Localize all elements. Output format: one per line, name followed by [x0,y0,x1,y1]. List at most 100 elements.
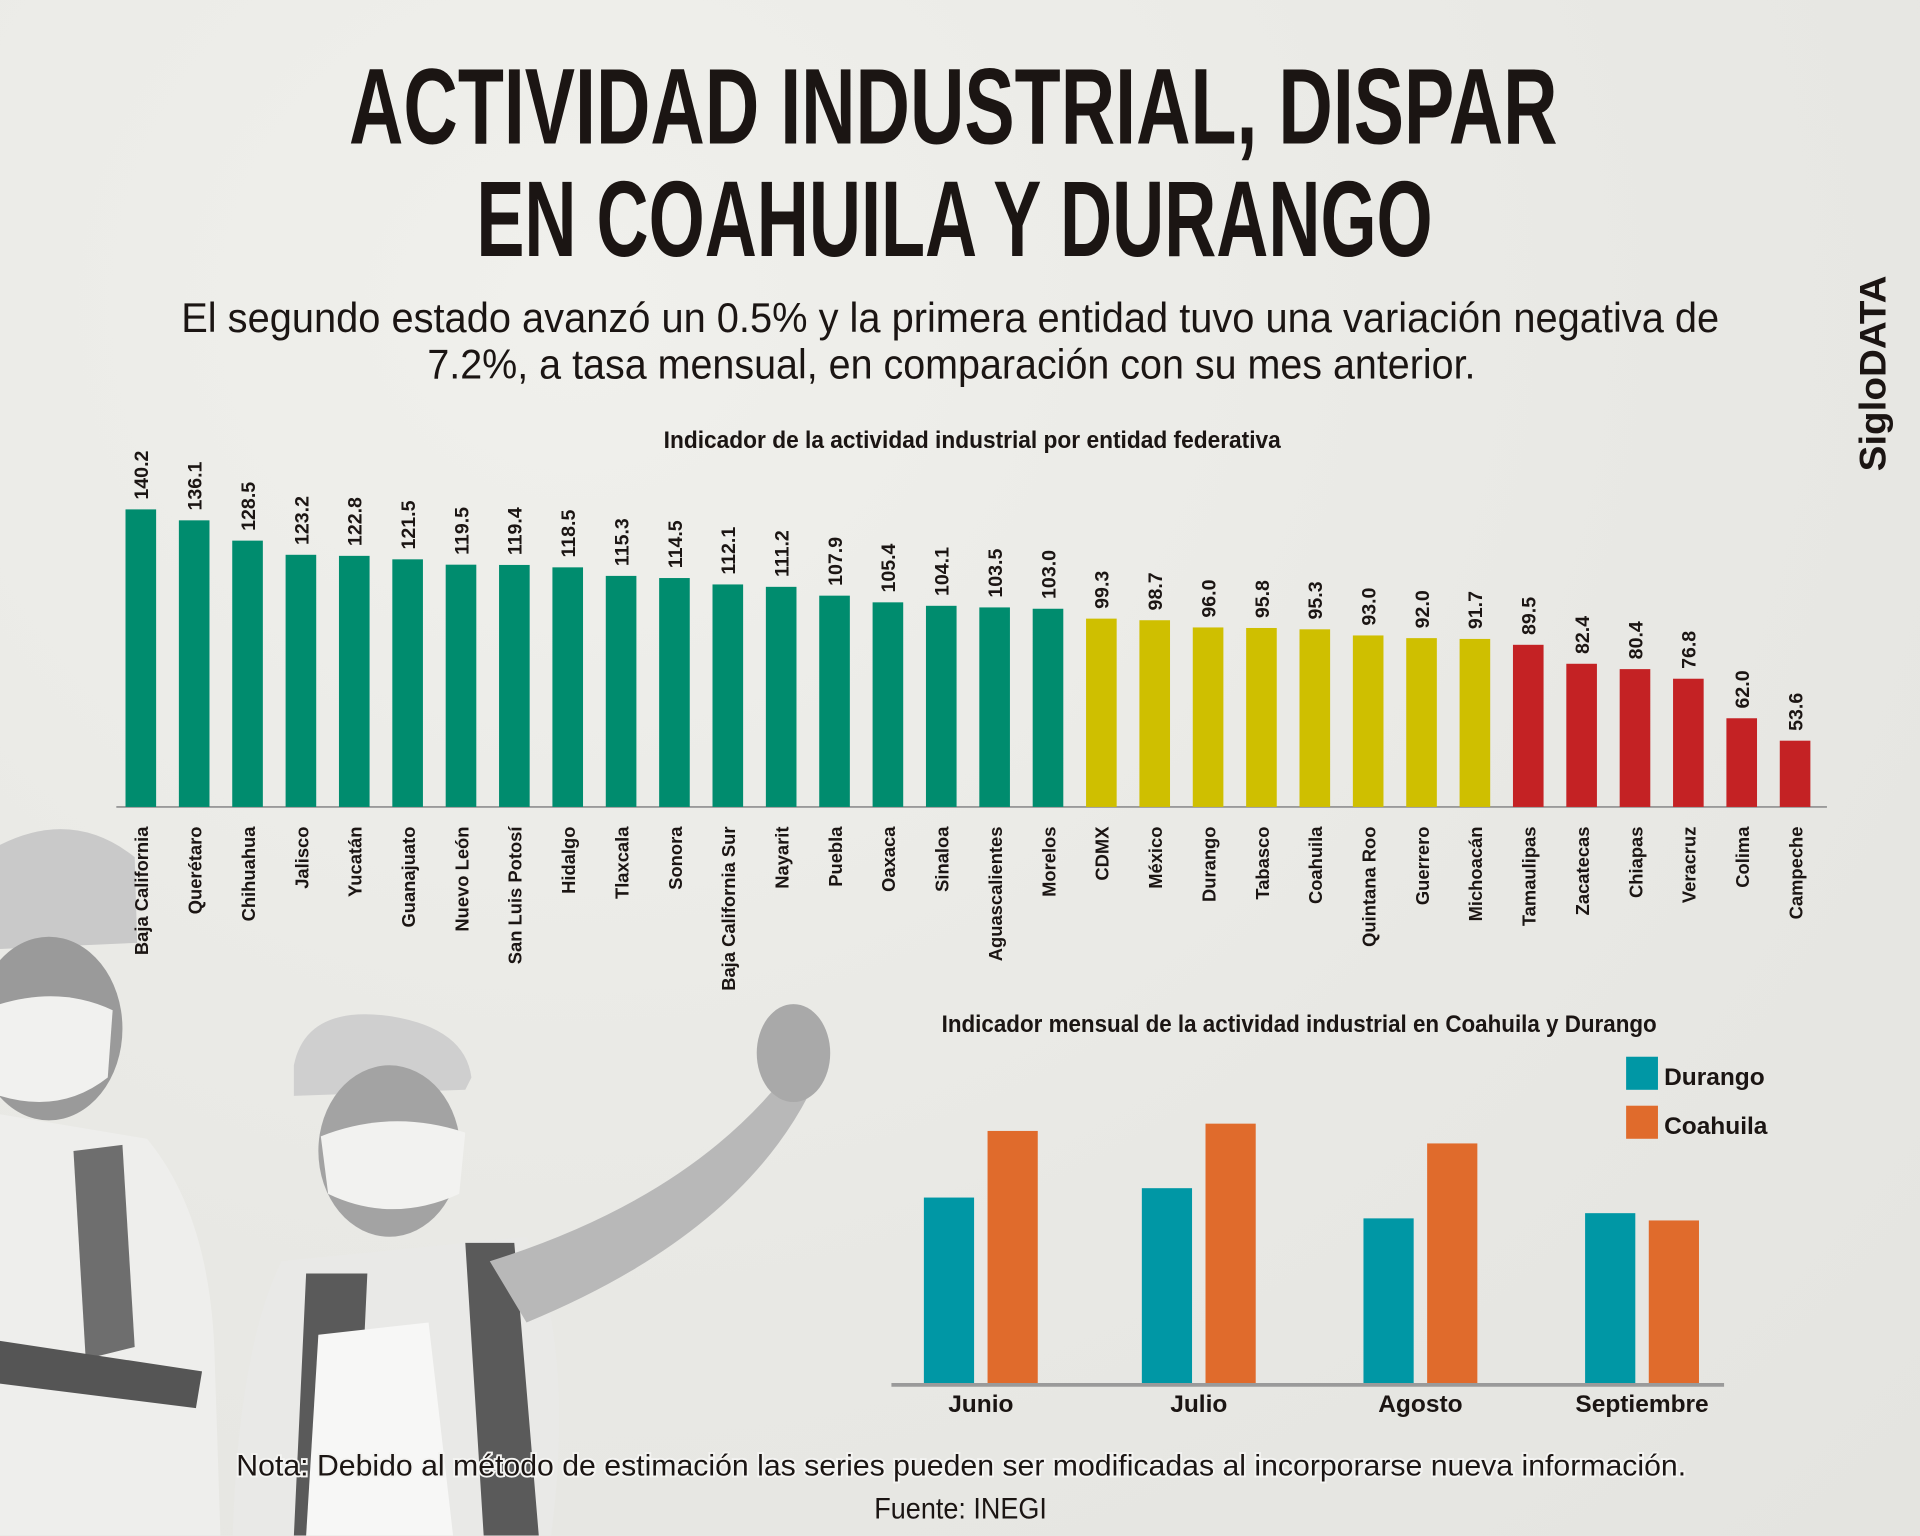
bar-Coahuila-Agosto [1427,1143,1478,1385]
category-label: Yucatán [345,827,366,897]
data-label: 111.2 [772,530,794,577]
data-label: 103.0 [1038,550,1060,599]
data-label: 121.5 [398,500,420,549]
data-label: 62.0 [1732,670,1754,708]
data-label: 104.1 [932,547,954,596]
category-label: Tlaxcala [611,826,632,899]
category-label: México [1145,827,1166,889]
bar-Coahuila-Septiembre [1648,1220,1699,1385]
bar-Baja California [125,509,157,807]
bar-Tamaulipas [1512,644,1544,807]
legend-label-Durango: Durango [1664,1064,1765,1091]
bar-Yucatán [338,555,370,807]
bar-Chihuahua [232,540,263,807]
data-label: 76.8 [1679,631,1701,669]
month-label: Junio [948,1391,1013,1418]
category-label: Aguascalientes [985,827,1006,962]
bar-Quintana Roo [1352,635,1384,807]
bar-Jalisco [285,554,317,807]
category-label: Querétaro [185,827,206,915]
bar-México [1139,620,1171,807]
bar-Tlaxcala [605,575,637,807]
chart2-title: Indicador mensual de la actividad indust… [942,1011,1657,1038]
category-label: Guerrero [1412,827,1433,906]
legend-swatch-Durango [1626,1056,1658,1090]
bar-Chiapas [1619,669,1651,807]
bar-Campeche [1779,740,1811,807]
category-label: Sinaloa [932,826,953,892]
subtitle-line1: El segundo estado avanzó un 0.5% y la pr… [181,294,1719,341]
category-label: Puebla [825,826,846,887]
brand-logo: SigloDATA [1853,276,1894,472]
bar-Guanajuato [392,559,423,807]
bar-Durango-Julio [1141,1188,1193,1385]
footnote: Nota: Debido al método de estimación las… [236,1450,1686,1483]
bar-Morelos [1032,608,1064,807]
category-label: Sonora [665,826,686,890]
month-label: Septiembre [1575,1391,1708,1418]
category-label: Guanajuato [398,827,419,928]
monthly-bar-chart: Junio Julio Agosto Septiembre Durango Coahuil… [891,1056,1768,1418]
bar-Zacatecas [1566,663,1597,807]
bar-San Luis Potosí [499,564,530,807]
legend-label-Coahuila: Coahuila [1664,1113,1768,1140]
bar-Sinaloa [925,605,957,807]
data-label: 82.4 [1572,616,1594,654]
month-label: Agosto [1378,1391,1462,1418]
category-label: CDMX [1092,826,1113,881]
data-label: 107.9 [825,537,847,586]
bar-Durango-Agosto [1363,1218,1414,1385]
bar-Aguascalientes [979,607,1010,807]
bar-Michoacán [1459,638,1491,807]
category-label: Tabasco [1252,827,1273,900]
data-label: 123.2 [291,496,313,545]
page-title-line2: EN COAHUILA Y DURANGO [476,158,1432,279]
data-label: 128.5 [238,482,260,531]
bar-Baja California Sur [712,584,744,807]
category-label: Chihuahua [238,826,259,922]
data-label: 95.3 [1305,581,1327,619]
bar-Sonora [659,578,690,807]
data-label: 114.5 [665,520,687,568]
category-label: Hidalgo [558,827,579,894]
category-label: Durango [1198,827,1219,902]
bar-Veracruz [1673,678,1704,807]
bar-Puebla [819,595,850,807]
category-label: Nuevo León [451,827,472,932]
category-label: San Luis Potosí [505,826,526,965]
category-label: Campeche [1785,827,1806,920]
bar-Oaxaca [872,602,904,807]
category-label: Colima [1732,826,1753,888]
data-label: 140.2 [131,450,153,499]
data-label: 89.5 [1519,597,1541,635]
category-label: Nayarit [772,827,793,889]
month-label: Julio [1170,1391,1227,1418]
subtitle-line2: 7.2%, a tasa mensual, en comparación con… [427,340,1475,387]
data-label: 119.5 [451,507,473,555]
data-label: 118.5 [558,510,580,558]
data-label: 122.8 [345,497,367,546]
bar-Durango [1192,627,1224,807]
data-label: 92.0 [1412,590,1434,628]
data-label: 119.4 [505,507,527,555]
category-label: Baja California Sur [718,827,739,991]
bar-Tabasco [1246,627,1277,807]
category-label: Jalisco [291,827,312,889]
data-label: 115.3 [611,518,633,566]
data-label: 136.1 [185,461,207,510]
state-bar-chart: 140.2 Baja California 136.1 Querétaro 128.5 C… [116,450,1827,991]
bar-Durango-Junio [923,1197,975,1385]
data-label: 103.5 [985,549,1007,598]
bar-Coahuila-Julio [1205,1123,1256,1385]
category-label: Oaxaca [878,826,899,892]
data-label: 80.4 [1625,621,1647,659]
category-label: Veracruz [1679,827,1700,904]
category-label: Tamaulipas [1519,827,1540,927]
bar-Coahuila [1299,629,1331,807]
category-label: Zacatecas [1572,827,1593,916]
category-label: Coahuila [1305,826,1326,904]
data-label: 112.1 [718,527,740,575]
source: Fuente: INEGI [874,1492,1047,1525]
